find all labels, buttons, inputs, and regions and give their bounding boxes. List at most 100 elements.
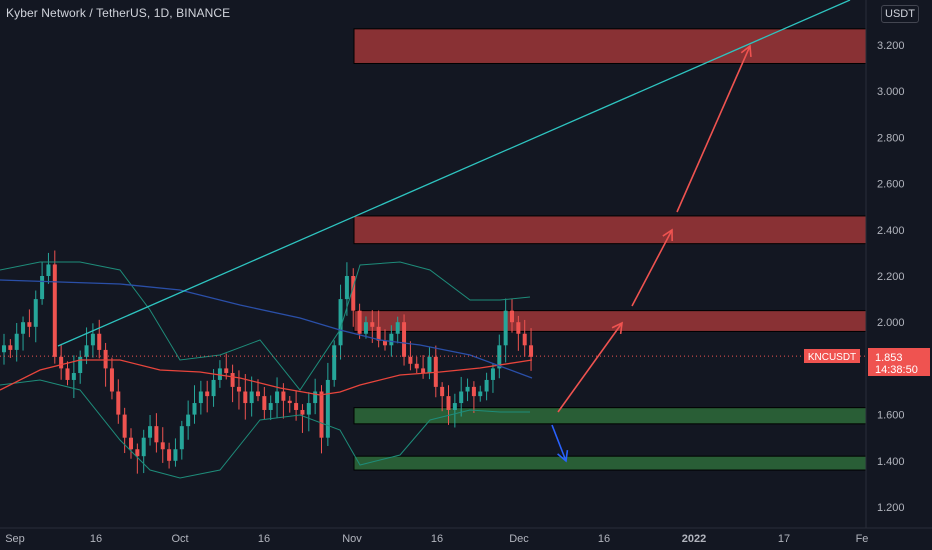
candle-body bbox=[294, 403, 299, 410]
last-price-value: 1.853 bbox=[875, 352, 903, 364]
symbol-label-bg bbox=[804, 349, 860, 363]
candle-body bbox=[325, 379, 330, 438]
candle-body bbox=[478, 391, 483, 397]
candle-body bbox=[452, 403, 457, 410]
candle-body bbox=[109, 368, 114, 392]
supply-zone bbox=[353, 310, 867, 332]
time-tick-label: 16 bbox=[598, 533, 610, 545]
price-tick-label: 2.400 bbox=[877, 225, 905, 237]
candle-body bbox=[27, 322, 32, 327]
arrow-down-head bbox=[557, 449, 569, 463]
time-tick-label: 16 bbox=[90, 533, 102, 545]
candle-body bbox=[376, 326, 381, 341]
candle-body bbox=[90, 333, 95, 346]
candle-body bbox=[154, 426, 159, 443]
arrow-up-2 bbox=[631, 229, 673, 307]
bollinger-upper bbox=[0, 261, 531, 391]
candle-body bbox=[65, 368, 70, 380]
candle-body bbox=[8, 345, 13, 350]
supply-zone bbox=[353, 215, 867, 245]
arrow-up-3-head bbox=[740, 44, 752, 58]
candle-body bbox=[344, 276, 349, 300]
candle-body bbox=[186, 414, 191, 427]
candle-body bbox=[332, 345, 337, 380]
chart-title: Kyber Network / TetherUS, 1D, BINANCE bbox=[6, 6, 231, 20]
candle-body bbox=[313, 391, 318, 404]
candle-body bbox=[198, 391, 203, 404]
candle-body bbox=[319, 391, 324, 438]
time-tick-label: 16 bbox=[431, 533, 443, 545]
candle-body bbox=[389, 333, 394, 346]
countdown-timer: 14:38:50 bbox=[875, 364, 918, 376]
candle-body bbox=[529, 345, 534, 357]
price-tick-label: 2.600 bbox=[877, 179, 905, 191]
candle-body bbox=[84, 345, 89, 357]
candle-body bbox=[52, 264, 57, 357]
demand-zone bbox=[353, 407, 867, 425]
time-tick-label: Nov bbox=[342, 533, 362, 545]
candle-body bbox=[116, 391, 121, 415]
time-tick-label: Fe bbox=[856, 533, 869, 545]
candle-body bbox=[414, 363, 419, 369]
candle-body bbox=[338, 299, 343, 346]
candle-body bbox=[459, 391, 464, 404]
price-tick-label: 2.000 bbox=[877, 317, 905, 329]
candle-body bbox=[129, 437, 133, 450]
time-tick-label: Oct bbox=[171, 533, 188, 545]
candle-body bbox=[40, 276, 45, 300]
candle-body bbox=[262, 396, 267, 410]
candle-body bbox=[211, 379, 216, 397]
candle-body bbox=[256, 391, 260, 397]
candle-body bbox=[135, 449, 140, 457]
candle-body bbox=[275, 391, 280, 404]
last-price-label-bg bbox=[868, 348, 930, 376]
trendline bbox=[57, 0, 851, 347]
candle-body bbox=[357, 310, 362, 334]
candle-body bbox=[300, 409, 305, 415]
candle-body bbox=[370, 322, 375, 327]
candle-body bbox=[46, 264, 51, 276]
price-tick-label: 3.200 bbox=[877, 40, 905, 52]
candle-body bbox=[192, 403, 197, 415]
time-tick-label: 2022 bbox=[682, 533, 706, 545]
candle-body bbox=[268, 403, 273, 410]
candle-body bbox=[421, 368, 426, 374]
candle-body bbox=[224, 368, 229, 374]
price-tick-label: 2.200 bbox=[877, 271, 905, 283]
time-tick-label: 16 bbox=[258, 533, 270, 545]
candle-body bbox=[243, 391, 248, 404]
candle-body bbox=[395, 322, 400, 334]
candle-body bbox=[363, 322, 368, 334]
candle-body bbox=[465, 386, 470, 392]
candle-body bbox=[230, 373, 235, 387]
candle-body bbox=[516, 322, 521, 334]
candle-body bbox=[2, 345, 6, 353]
price-tick-label: 2.800 bbox=[877, 132, 905, 144]
candle-body bbox=[236, 386, 241, 392]
candle-body bbox=[490, 368, 495, 380]
candle-body bbox=[287, 400, 292, 404]
currency-badge[interactable]: USDT bbox=[881, 5, 919, 23]
candle-body bbox=[522, 333, 527, 346]
candle-body bbox=[402, 322, 407, 357]
candle-body bbox=[281, 391, 286, 401]
candle-body bbox=[71, 373, 76, 380]
candle-body bbox=[59, 356, 64, 369]
candle-body bbox=[173, 449, 178, 461]
candle-body bbox=[427, 356, 432, 374]
candle-body bbox=[21, 322, 26, 334]
arrow-up-1-head bbox=[611, 321, 623, 335]
candle-body bbox=[205, 391, 210, 397]
arrow-down bbox=[551, 424, 567, 462]
bollinger-lower bbox=[0, 379, 530, 479]
symbol-label: KNCUSDT bbox=[808, 352, 856, 363]
candle-body bbox=[14, 333, 19, 350]
time-tick-label: Dec bbox=[509, 533, 529, 545]
candle-body bbox=[497, 345, 502, 369]
price-tick-label: 1.400 bbox=[877, 456, 905, 468]
candle-body bbox=[484, 379, 489, 392]
demand-zone bbox=[353, 455, 867, 471]
candle-body bbox=[78, 356, 83, 374]
candle-body bbox=[97, 333, 102, 350]
